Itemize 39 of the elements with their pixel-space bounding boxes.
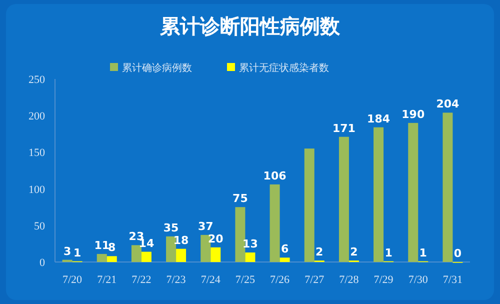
data-label: 1 xyxy=(73,246,82,260)
y-tick-label: 250 xyxy=(28,74,46,86)
x-tick-label: 7/28 xyxy=(339,274,360,286)
data-label: 171 xyxy=(332,122,356,135)
y-tick-label: 50 xyxy=(34,220,46,232)
x-tick-label: 7/20 xyxy=(62,274,83,286)
x-tick-label: 7/24 xyxy=(200,274,221,286)
data-label: 184 xyxy=(367,112,390,126)
x-tick-label: 7/29 xyxy=(374,274,394,286)
x-tick-label: 7/27 xyxy=(304,274,325,286)
data-label: 75 xyxy=(232,192,248,206)
x-tick-label: 7/22 xyxy=(132,274,152,286)
data-label: 0 xyxy=(454,247,462,260)
x-tick-label: 7/26 xyxy=(270,274,290,286)
x-tick-label: 7/21 xyxy=(97,274,117,286)
y-tick-label: 200 xyxy=(28,110,46,123)
y-tick-label: 150 xyxy=(28,147,46,160)
data-label: 3 xyxy=(63,244,72,258)
legend-label: 累计确诊病例数 xyxy=(122,62,192,74)
x-tick-label: 7/31 xyxy=(442,274,462,286)
data-label: 1 xyxy=(384,246,392,260)
y-tick-label: 100 xyxy=(28,184,46,196)
data-label: 11 xyxy=(94,238,110,252)
legend-label: 累计无症状感染者数 xyxy=(239,62,329,74)
data-label: 190 xyxy=(402,108,425,121)
y-tick-label: 0 xyxy=(40,257,46,269)
x-tick-label: 7/30 xyxy=(408,274,428,286)
x-tick-label: 7/25 xyxy=(235,274,256,286)
data-label: 204 xyxy=(436,98,460,111)
title: 累计诊断阳性病例数 xyxy=(160,14,340,38)
data-label: 8 xyxy=(108,241,116,254)
data-label: 35 xyxy=(163,221,179,234)
x-tick-label: 7/23 xyxy=(166,274,186,286)
data-label: 2 xyxy=(350,246,358,259)
data-label: 2 xyxy=(316,246,324,259)
data-label: 6 xyxy=(280,242,289,256)
data-label: 106 xyxy=(263,169,287,182)
data-label: 37 xyxy=(198,220,214,233)
data-label: 1 xyxy=(419,246,427,260)
